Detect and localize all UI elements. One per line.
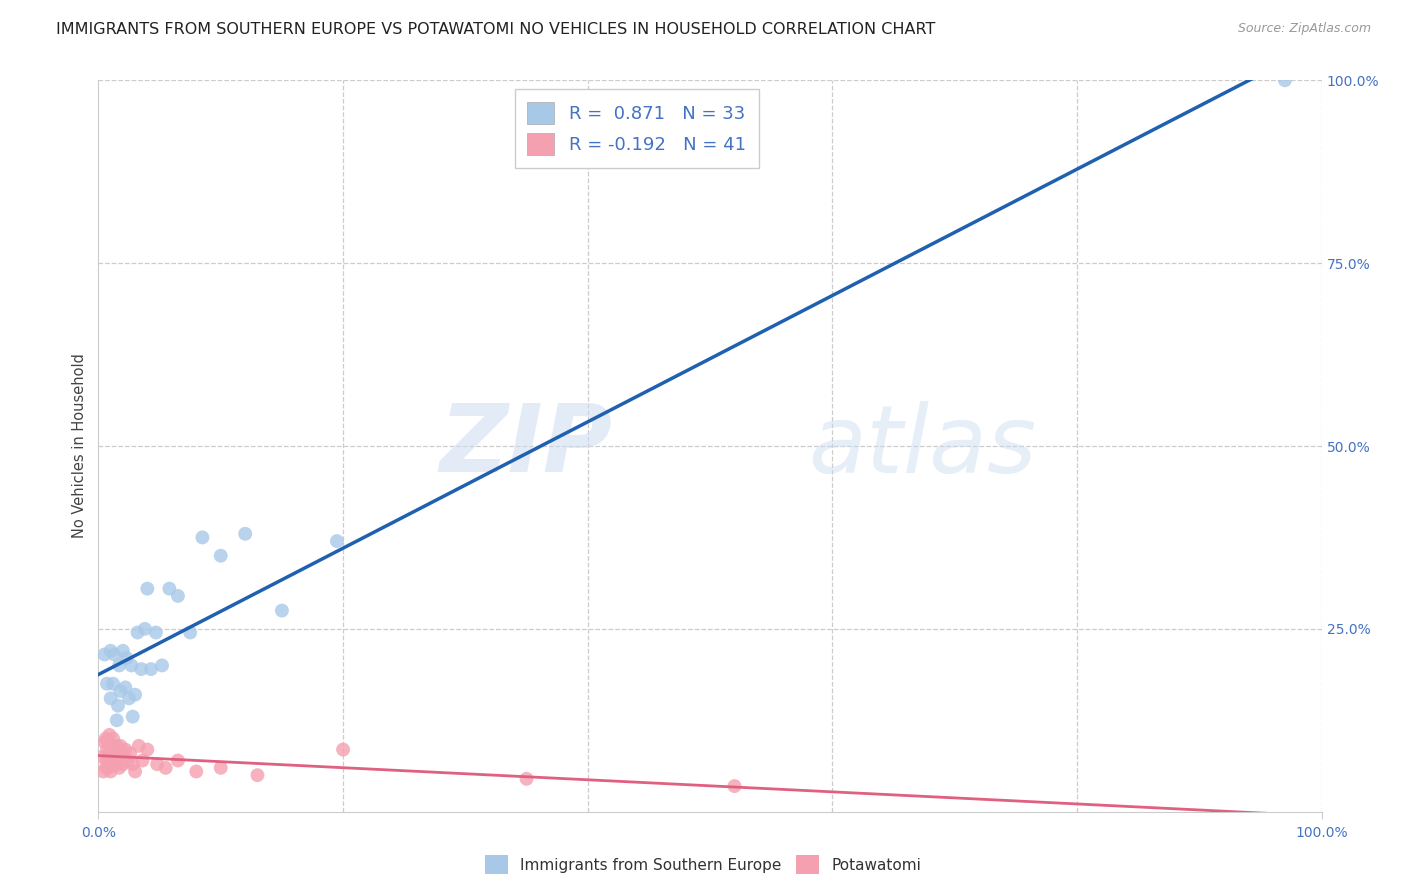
Point bbox=[100, 644, 122, 658]
Point bbox=[91, 764, 114, 779]
Point bbox=[124, 764, 146, 779]
Point bbox=[127, 625, 149, 640]
Point bbox=[115, 651, 138, 665]
Text: atlas: atlas bbox=[808, 401, 1036, 491]
Point bbox=[105, 739, 128, 753]
Point bbox=[101, 676, 124, 690]
Point bbox=[150, 658, 173, 673]
Point bbox=[121, 709, 143, 723]
Point bbox=[326, 534, 349, 549]
Point bbox=[120, 746, 142, 760]
Point bbox=[91, 749, 114, 764]
Point bbox=[105, 714, 128, 728]
Point bbox=[111, 757, 134, 772]
Point bbox=[107, 698, 129, 713]
Point bbox=[167, 589, 190, 603]
Point bbox=[117, 754, 139, 768]
Point bbox=[108, 658, 131, 673]
Point bbox=[723, 779, 745, 793]
Point bbox=[136, 582, 159, 596]
Point bbox=[120, 658, 142, 673]
Point bbox=[1274, 73, 1296, 87]
Point bbox=[209, 549, 232, 563]
Point bbox=[246, 768, 269, 782]
Point bbox=[209, 761, 232, 775]
Point bbox=[93, 648, 115, 662]
Point bbox=[134, 622, 156, 636]
Point bbox=[157, 582, 180, 596]
Point bbox=[104, 742, 127, 756]
Point bbox=[93, 735, 115, 749]
Point bbox=[100, 739, 122, 753]
Point bbox=[179, 625, 201, 640]
Point bbox=[233, 526, 256, 541]
Point bbox=[121, 757, 143, 772]
Text: ZIP: ZIP bbox=[439, 400, 612, 492]
Point bbox=[110, 739, 132, 753]
Point bbox=[111, 746, 134, 760]
Point bbox=[96, 676, 118, 690]
Point bbox=[94, 761, 117, 775]
Point bbox=[131, 754, 153, 768]
Point bbox=[191, 530, 214, 544]
Legend: Immigrants from Southern Europe, Potawatomi: Immigrants from Southern Europe, Potawat… bbox=[478, 849, 928, 880]
Point bbox=[98, 746, 121, 760]
Point bbox=[155, 761, 177, 775]
Point bbox=[114, 681, 136, 695]
Point bbox=[96, 754, 118, 768]
Point bbox=[96, 742, 118, 756]
Point bbox=[186, 764, 208, 779]
Point bbox=[100, 691, 122, 706]
Point bbox=[139, 662, 162, 676]
Point bbox=[101, 749, 124, 764]
Point bbox=[167, 754, 190, 768]
Point bbox=[332, 742, 354, 756]
Point bbox=[108, 761, 131, 775]
Point bbox=[145, 625, 167, 640]
Point bbox=[110, 684, 132, 698]
Point bbox=[146, 757, 169, 772]
Point bbox=[98, 728, 121, 742]
Point bbox=[515, 772, 537, 786]
Point bbox=[136, 742, 159, 756]
Point bbox=[270, 603, 294, 617]
Point bbox=[103, 648, 125, 662]
Legend: R =  0.871   N = 33, R = -0.192   N = 41: R = 0.871 N = 33, R = -0.192 N = 41 bbox=[515, 89, 759, 168]
Point bbox=[118, 691, 141, 706]
Point bbox=[129, 662, 152, 676]
Point bbox=[101, 731, 124, 746]
Point bbox=[100, 764, 122, 779]
Point bbox=[124, 688, 146, 702]
Point bbox=[114, 742, 136, 756]
Point bbox=[107, 749, 129, 764]
Point bbox=[94, 731, 117, 746]
Point bbox=[103, 754, 125, 768]
Point bbox=[97, 761, 120, 775]
Point bbox=[105, 757, 128, 772]
Y-axis label: No Vehicles in Household: No Vehicles in Household bbox=[72, 353, 87, 539]
Point bbox=[128, 739, 150, 753]
Text: Source: ZipAtlas.com: Source: ZipAtlas.com bbox=[1237, 22, 1371, 36]
Point bbox=[111, 644, 134, 658]
Point bbox=[101, 757, 124, 772]
Text: IMMIGRANTS FROM SOUTHERN EUROPE VS POTAWATOMI NO VEHICLES IN HOUSEHOLD CORRELATI: IMMIGRANTS FROM SOUTHERN EUROPE VS POTAW… bbox=[56, 22, 935, 37]
